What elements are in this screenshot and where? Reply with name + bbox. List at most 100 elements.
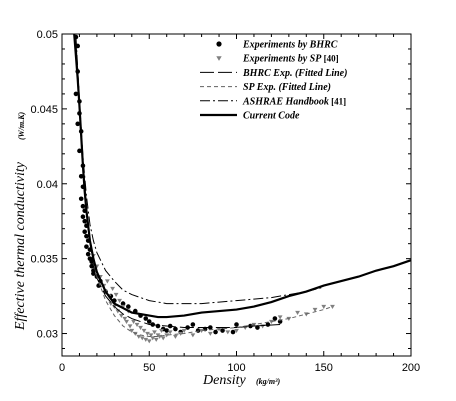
data-point xyxy=(73,91,79,97)
data-point xyxy=(124,319,129,324)
data-point xyxy=(173,334,178,339)
legend-item: Current Code xyxy=(200,111,300,122)
data-point xyxy=(160,336,166,341)
y-tick-label: 0.04 xyxy=(37,179,58,191)
y-axis-title: Effective thermal conductivity xyxy=(13,161,28,331)
data-point xyxy=(84,244,89,249)
data-point xyxy=(104,279,110,284)
data-point xyxy=(110,286,116,292)
data-point xyxy=(143,316,149,321)
data-point xyxy=(82,229,87,234)
y-axis-unit: (W/m.K) xyxy=(17,111,26,140)
data-point xyxy=(148,333,154,338)
data-point xyxy=(173,326,178,332)
y-tick-label: 0.035 xyxy=(30,254,58,266)
series-4 xyxy=(92,261,333,338)
data-point xyxy=(120,301,126,306)
data-point xyxy=(220,328,225,333)
data-point xyxy=(139,336,145,341)
data-point xyxy=(330,304,335,309)
data-point xyxy=(143,337,149,342)
y-tick-label: 0.045 xyxy=(30,104,58,116)
data-point xyxy=(82,218,87,224)
data-point xyxy=(80,203,86,209)
data-point xyxy=(145,331,150,336)
data-point xyxy=(126,304,131,309)
legend-reference: [40] xyxy=(321,54,338,64)
data-point xyxy=(129,328,135,333)
data-point xyxy=(113,292,119,297)
data-point xyxy=(85,251,91,257)
x-axis-unit: (kg/m³) xyxy=(256,377,281,386)
data-point xyxy=(167,330,173,335)
ticks-layer: 0 50 100 150 200 0.03 0.035 0.04 0.045 0.05 xyxy=(30,29,420,374)
data-point xyxy=(118,313,124,318)
legend-label-text: SP Exp. (Fitted Line) xyxy=(243,82,331,93)
series-6 xyxy=(73,34,411,319)
data-point xyxy=(138,325,143,330)
data-point xyxy=(190,333,196,338)
legend-item: SP Exp. (Fitted Line) xyxy=(200,82,331,93)
data-point xyxy=(146,339,152,344)
data-point xyxy=(127,324,133,329)
legend-label: Experiments by SP [40] xyxy=(242,54,339,65)
data-point xyxy=(199,328,204,333)
y-tick-label: 0.03 xyxy=(37,329,58,341)
data-point xyxy=(136,334,142,339)
x-tick-label: 50 xyxy=(143,362,155,374)
legend-label: ASHRAE Handbook [41] xyxy=(242,96,346,107)
legend-item: Experiments by BHRC xyxy=(216,40,338,51)
data-point xyxy=(78,173,84,179)
legend: Experiments by BHRC Experiments by SP [40… xyxy=(200,40,347,122)
x-axis-title: Density xyxy=(202,373,247,388)
data-point xyxy=(134,322,140,327)
data-point xyxy=(295,310,300,315)
data-point xyxy=(122,316,128,321)
data-point xyxy=(321,304,327,309)
data-point xyxy=(108,301,114,306)
legend-item: ASHRAE Handbook [41] xyxy=(200,96,346,107)
data-point xyxy=(80,214,86,220)
data-point xyxy=(84,233,89,239)
data-point xyxy=(75,121,81,127)
data-point xyxy=(207,331,213,336)
data-point xyxy=(234,322,239,327)
data-point xyxy=(190,322,196,327)
legend-item: BHRC Exp. (Fitted Line) xyxy=(200,68,347,79)
legend-label: Current Code xyxy=(243,111,300,122)
legend-label-text: BHRC Exp. (Fitted Line) xyxy=(242,68,347,79)
legend-label-text: Experiments by SP xyxy=(242,54,322,65)
data-point xyxy=(155,323,161,329)
data-point xyxy=(153,337,159,342)
data-point xyxy=(272,316,278,321)
data-point xyxy=(150,336,156,341)
data-point xyxy=(225,330,231,335)
data-point xyxy=(159,328,164,333)
x-tick-label: 0 xyxy=(59,362,65,374)
x-tick-label: 100 xyxy=(227,362,245,374)
legend-label-text: Current Code xyxy=(243,111,300,122)
data-point xyxy=(117,298,122,303)
data-point xyxy=(77,148,82,154)
data-point xyxy=(146,319,152,324)
legend-label-text: ASHRAE Handbook xyxy=(242,96,329,107)
legend-label: SP Exp. (Fitted Line) xyxy=(243,82,331,93)
data-point xyxy=(152,330,157,335)
series-2 xyxy=(91,253,335,344)
series-5 xyxy=(75,36,324,305)
series-layer xyxy=(73,34,411,344)
data-point xyxy=(312,307,318,312)
legend-label-text: Experiments by BHRC xyxy=(242,40,338,51)
data-point xyxy=(234,328,239,333)
legend-label: BHRC Exp. (Fitted Line) xyxy=(242,68,347,79)
data-point xyxy=(164,328,169,333)
legend-item: Experiments by SP [40] xyxy=(216,54,339,65)
data-point xyxy=(131,319,136,324)
legend-reference: [41] xyxy=(329,96,346,106)
y-tick-label: 0.05 xyxy=(37,29,58,41)
legend-marker-swatch xyxy=(216,41,222,47)
data-point xyxy=(141,328,147,333)
data-point xyxy=(178,331,184,336)
series-line xyxy=(75,36,324,305)
data-point xyxy=(265,322,271,327)
